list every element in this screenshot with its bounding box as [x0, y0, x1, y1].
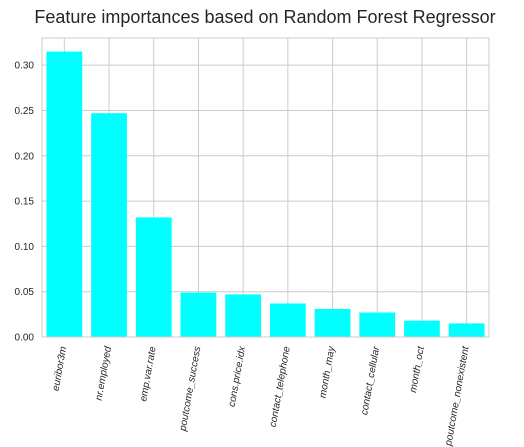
x-tick-label: poutcome_success: [178, 346, 204, 433]
plot-frame: [41, 37, 490, 338]
bar-poutcome-nonexistent: [448, 323, 485, 337]
bar-month-may: [314, 308, 351, 337]
bar-month-oct: [404, 320, 440, 337]
y-tick-label: 0.05: [15, 287, 35, 298]
x-tick-label: cons.price.idx: [227, 345, 249, 408]
bar-nr-employed: [91, 113, 127, 337]
x-tick-label: nr.employed: [94, 345, 114, 401]
x-axis-ticks: euribor3m nr.employed emp.var.rate poutcome…: [51, 344, 472, 447]
x-tick-label: emp.var.rate: [138, 345, 159, 402]
y-tick-label: 0.15: [15, 197, 35, 208]
y-tick-label: 0.25: [15, 106, 35, 117]
bar-contact-telephone: [269, 303, 306, 337]
y-axis-ticks: 0.00 0.05 0.10 0.15 0.20 0.25 0.30: [15, 61, 35, 344]
grid-lines: [42, 38, 489, 338]
x-tick-label: poutcome_nonexistent: [443, 344, 472, 447]
y-tick-label: 0.00: [15, 333, 35, 344]
x-tick-label: month_may: [318, 345, 338, 399]
bar-poutcome-success: [180, 292, 217, 337]
y-tick-label: 0.10: [15, 242, 35, 253]
x-tick-label: contact_cellular: [359, 345, 382, 416]
bar-emp-var-rate: [135, 217, 172, 337]
x-tick-label: contact_telephone: [268, 345, 293, 428]
x-tick-label: month_oct: [408, 344, 427, 393]
chart-title: Feature importances based on Random Fore…: [34, 7, 495, 27]
bar-euribor3m: [46, 51, 83, 337]
x-tick-label: euribor3m: [51, 346, 70, 392]
bars: [46, 51, 485, 337]
bar-contact-cellular: [359, 312, 396, 337]
y-tick-label: 0.20: [15, 151, 35, 162]
y-tick-label: 0.30: [15, 61, 35, 72]
bar-cons-price-idx: [225, 294, 262, 337]
